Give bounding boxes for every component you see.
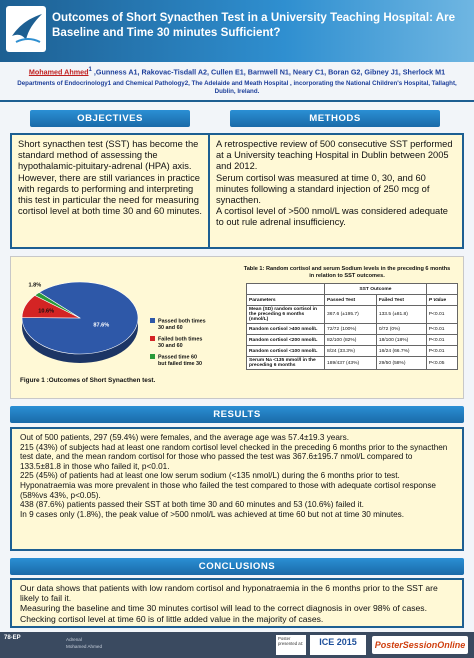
table-blank-cell — [425, 283, 459, 295]
table-cell: 0/72 (0%) — [375, 323, 427, 335]
table-cell: 72/72 (100%) — [324, 323, 377, 335]
poster-header: Outcomes of Short Synacthen Test in a Un… — [0, 0, 474, 62]
poster-title: Outcomes of Short Synacthen Test in a Un… — [52, 11, 456, 39]
table-row: Mean (SD) random cortisol in the precedi… — [246, 305, 459, 324]
first-author-sup: 1 — [88, 67, 92, 73]
legend-label: Passed time 60 — [158, 355, 197, 361]
other-authors: ,Gunness A1, Rakovac-Tisdall A2, Cullen … — [91, 67, 446, 77]
legend-swatch — [150, 318, 155, 323]
results-line: Hyponatraemia was more prevalent in thos… — [20, 480, 436, 500]
table-header: Passed Test — [324, 294, 377, 306]
bird-logo-icon — [12, 14, 42, 43]
objectives-header: OBJECTIVES — [30, 110, 190, 127]
table-group-header: SST Outcome — [324, 283, 427, 295]
table-blank-cell — [246, 283, 325, 295]
poster-id: 78-EP — [4, 635, 21, 641]
table-cell: Random cortisol <200 nmol/L — [246, 334, 325, 346]
methods-p3: A cortisol level of >500 nmol/L was cons… — [216, 206, 448, 228]
footer-category: Adrenal — [66, 637, 82, 642]
table-cell: 29/50 (58%) — [375, 356, 427, 370]
legend-label: Passed both times — [158, 319, 206, 325]
table-cell: 189/437 (43%) — [324, 356, 377, 370]
stats-table: SST Outcome Parameters Passed Test Faile… — [246, 283, 459, 370]
table-cell: 18/100 (18%) — [375, 334, 427, 346]
table-header: P Value — [425, 294, 459, 306]
table-cell: P<0.01 — [425, 323, 459, 335]
footer-bar: 78-EP Adrenal Mohamed Ahmed Poster prese… — [0, 632, 474, 658]
table-cell: P<0.05 — [425, 356, 459, 370]
objectives-text: Short synacthen test (SST) has become th… — [18, 139, 202, 217]
postersession-logo[interactable]: PosterSessionOnline — [372, 636, 468, 654]
footer-author: Mohamed Ahmed — [66, 644, 103, 649]
legend-label: 30 and 60 — [158, 325, 183, 331]
methods-header: METHODS — [230, 110, 440, 127]
table-cell: P<0.01 — [425, 334, 459, 346]
conclusion-line: Checking cortisol level at time 60 is of… — [20, 613, 324, 624]
legend-swatch — [150, 354, 155, 359]
results-line: 438 (87.6%) patients passed their SST at… — [20, 500, 364, 510]
conclusions-box: Our data shows that patients with low ra… — [10, 578, 464, 628]
table-cell: Mean (SD) random cortisol in the precedi… — [246, 305, 325, 324]
table-cell: 82/100 (82%) — [324, 334, 377, 346]
legend-label: but failed time 30 — [158, 361, 202, 367]
conclusion-line: Measuring the baseline and time 30 minut… — [20, 603, 427, 614]
table-header: Parameters — [246, 294, 325, 306]
table-row: Random cortisol <100 nmol/L 8/24 (33.3%)… — [246, 345, 459, 357]
table-cell: 8/24 (33.3%) — [324, 345, 377, 357]
pie-slice — [34, 292, 81, 319]
ice-logo: ICE 2015 — [310, 635, 366, 655]
results-line: 225 (45%) of patients had at least one l… — [20, 471, 400, 481]
objectives-box: Short synacthen test (SST) has become th… — [10, 133, 216, 249]
conclusions-header: CONCLUSIONS — [10, 558, 464, 575]
results-line: 215 (43%) of subjects had at least one r… — [20, 442, 448, 471]
first-author: Mohamed Ahmed — [28, 67, 89, 77]
legend-label: Failed both times — [158, 337, 202, 343]
methods-p2: Serum cortisol was measured at time 0, 3… — [216, 172, 430, 206]
pie-chart: 87.6% 10.6% 1.8% Passed both times 30 and 60… — [12, 260, 240, 381]
departments: Departments of Endocrinology1 and Chemic… — [17, 80, 457, 95]
table-header: Failed Test — [375, 294, 427, 306]
table-cell: 16/24 (66.7%) — [375, 345, 427, 357]
table-cell: P<0.01 — [425, 305, 459, 324]
author-list: Mohamed Ahmed1 ,Gunness A1, Rakovac-Tisd… — [6, 66, 468, 76]
table-cell: Random cortisol >400 nmol/L — [246, 323, 325, 335]
legend-label: 30 and 60 — [158, 343, 183, 349]
methods-p1: A retrospective review of 500 consecutiv… — [216, 139, 453, 172]
table-row: Random cortisol >400 nmol/L 72/72 (100%)… — [246, 323, 459, 335]
results-box: Out of 500 patients, 297 (59.4%) were fe… — [10, 427, 464, 551]
figure-caption: Figure 1 :Outcomes of Short Synacthen te… — [20, 377, 156, 384]
results-line: In 9 cases only (1.8%), the peak value o… — [20, 509, 405, 519]
table-row: Serum Na <135 mmol/l in the preceding 6 … — [246, 356, 459, 370]
table-cell: P<0.01 — [425, 345, 459, 357]
table-cell: Random cortisol <100 nmol/L — [246, 345, 325, 357]
table-group-row: SST Outcome — [246, 283, 459, 295]
divider-top — [0, 100, 474, 102]
legend-swatch — [150, 336, 155, 341]
results-line: Out of 500 patients, 297 (59.4%) were fe… — [20, 433, 350, 442]
conclusion-line: Our data shows that patients with low ra… — [20, 583, 438, 604]
table-cell: Serum Na <135 mmol/l in the preceding 6 … — [246, 356, 325, 370]
presented-at-label: Poster presented at: — [276, 635, 306, 655]
footer-subtitle: Adrenal Mohamed Ahmed — [66, 636, 102, 650]
table-cell: 133.5 (±81.8) — [375, 305, 427, 324]
ice-logo-text: ICE 2015 — [319, 637, 357, 647]
pie-data-label: 1.8% — [28, 283, 41, 289]
table-title: Table 1: Random cortisol and serum Sodiu… — [243, 266, 451, 279]
pie-data-label: 87.6% — [93, 323, 109, 329]
results-header: RESULTS — [10, 406, 464, 423]
methods-box: A retrospective review of 500 consecutiv… — [208, 133, 464, 249]
table-header-row: Parameters Passed Test Failed Test P Val… — [246, 294, 459, 306]
table-row: Random cortisol <200 nmol/L 82/100 (82%)… — [246, 334, 459, 346]
hospital-logo — [6, 6, 46, 52]
table-cell: 367.6 (±195.7) — [324, 305, 377, 324]
pie-data-label: 10.6% — [38, 308, 54, 314]
